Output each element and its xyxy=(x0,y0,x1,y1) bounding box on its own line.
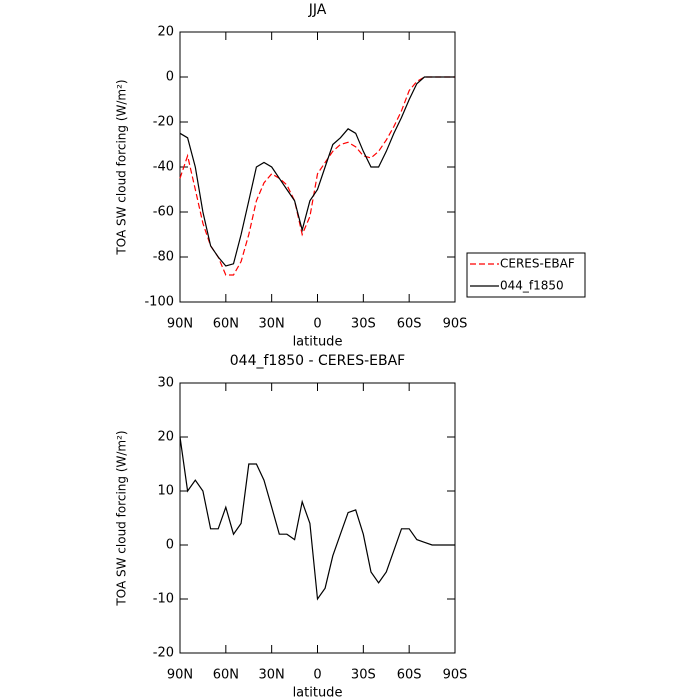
y-tick-label: 20 xyxy=(157,25,174,40)
x-tick-label: 60S xyxy=(397,668,422,683)
y-tick-label: 0 xyxy=(166,538,174,553)
y-tick-label: 30 xyxy=(157,376,174,391)
x-tick-label: 30S xyxy=(351,668,376,683)
x-tick-label: 30S xyxy=(351,317,376,332)
x-tick-label: 30N xyxy=(259,668,285,683)
y-tick-label: -10 xyxy=(153,592,174,607)
chart-title: 044_f1850 - CERES-EBAF xyxy=(230,353,405,369)
y-tick-label: -20 xyxy=(153,646,174,661)
x-tick-label: 90S xyxy=(443,317,468,332)
x-tick-label: 90N xyxy=(167,668,193,683)
x-axis-label: latitude xyxy=(293,686,343,700)
y-axis-label: TOA SW cloud forcing (W/m²) xyxy=(115,430,129,606)
x-tick-label: 90N xyxy=(167,317,193,332)
series-line xyxy=(179,436,455,601)
x-tick-label: 0 xyxy=(313,668,321,683)
x-tick-label: 60N xyxy=(213,317,239,332)
y-tick-label: -60 xyxy=(153,205,174,220)
y-tick-label: 10 xyxy=(157,484,174,499)
y-tick-label: 20 xyxy=(157,430,174,445)
x-axis-label: latitude xyxy=(293,335,343,350)
x-tick-label: 60S xyxy=(397,317,422,332)
x-tick-label: 60N xyxy=(213,668,239,683)
y-tick-label: -20 xyxy=(153,115,174,130)
y-tick-label: -80 xyxy=(153,250,174,265)
legend-label: CERES-EBAF xyxy=(500,257,575,271)
x-tick-label: 30N xyxy=(259,317,285,332)
plot-frame xyxy=(179,382,456,654)
series-line xyxy=(179,76,455,267)
y-axis-label: TOA SW cloud forcing (W/m²) xyxy=(115,79,129,255)
legend-label: 044_f1850 xyxy=(500,279,564,293)
x-tick-label: 0 xyxy=(313,317,321,332)
series-line xyxy=(179,76,455,276)
y-tick-label: -40 xyxy=(153,160,174,175)
y-tick-label: 0 xyxy=(166,70,174,85)
legend-box xyxy=(466,252,586,298)
chart-title: JJA xyxy=(308,2,327,18)
y-tick-label: -100 xyxy=(144,295,174,310)
x-tick-label: 90S xyxy=(443,668,468,683)
